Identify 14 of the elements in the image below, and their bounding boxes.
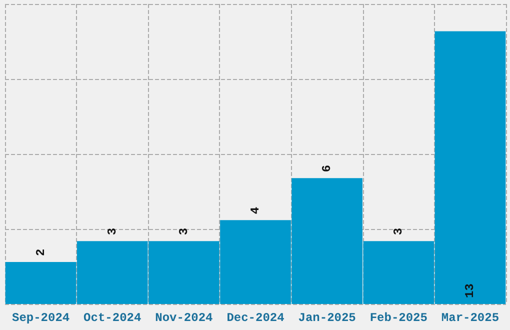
data-label: 3 bbox=[105, 228, 120, 236]
x-tick-label: Sep-2024 bbox=[12, 311, 70, 325]
data-label: 3 bbox=[392, 228, 406, 236]
x-tick-label: Nov-2024 bbox=[155, 311, 213, 325]
x-tick-label: Feb-2025 bbox=[370, 311, 428, 325]
x-tick-label: Mar-2025 bbox=[441, 311, 500, 325]
data-label: 2 bbox=[34, 248, 48, 256]
data-label: 6 bbox=[320, 164, 334, 172]
x-tick-label: Jan-2025 bbox=[298, 311, 356, 325]
x-tick-label: Oct-2024 bbox=[84, 311, 142, 325]
x-tick-label: Dec-2024 bbox=[226, 311, 284, 325]
data-label: 13 bbox=[463, 284, 478, 298]
data-label: 3 bbox=[176, 228, 191, 236]
data-label: 4 bbox=[248, 206, 262, 214]
